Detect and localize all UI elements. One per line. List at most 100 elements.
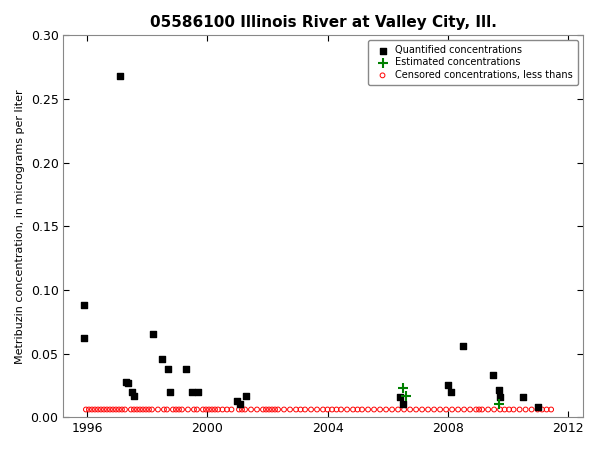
Censored concentrations, less thans [207, 406, 217, 413]
Censored concentrations, less thans [527, 406, 536, 413]
Censored concentrations, less thans [168, 406, 178, 413]
Censored concentrations, less thans [423, 406, 433, 413]
Censored concentrations, less thans [312, 406, 322, 413]
Censored concentrations, less thans [252, 406, 262, 413]
Censored concentrations, less thans [126, 406, 136, 413]
Censored concentrations, less thans [189, 406, 199, 413]
Censored concentrations, less thans [323, 406, 332, 413]
Censored concentrations, less thans [177, 406, 187, 413]
Censored concentrations, less thans [291, 406, 301, 413]
Censored concentrations, less thans [237, 406, 247, 413]
Estimated concentrations [494, 401, 503, 408]
Censored concentrations, less thans [399, 406, 409, 413]
Y-axis label: Metribuzin concentration, in micrograms per liter: Metribuzin concentration, in micrograms … [15, 89, 25, 364]
Censored concentrations, less thans [81, 406, 91, 413]
Censored concentrations, less thans [515, 406, 524, 413]
Censored concentrations, less thans [453, 406, 463, 413]
Censored concentrations, less thans [234, 406, 244, 413]
Censored concentrations, less thans [509, 406, 518, 413]
Censored concentrations, less thans [336, 406, 346, 413]
Quantified concentrations [122, 378, 131, 385]
Censored concentrations, less thans [96, 406, 106, 413]
Censored concentrations, less thans [174, 406, 184, 413]
Censored concentrations, less thans [138, 406, 148, 413]
Censored concentrations, less thans [240, 406, 250, 413]
Censored concentrations, less thans [459, 406, 469, 413]
Censored concentrations, less thans [114, 406, 124, 413]
Censored concentrations, less thans [369, 406, 379, 413]
Censored concentrations, less thans [342, 406, 352, 413]
Censored concentrations, less thans [264, 406, 274, 413]
Censored concentrations, less thans [393, 406, 403, 413]
Quantified concentrations [233, 397, 242, 404]
Quantified concentrations [158, 355, 167, 362]
Censored concentrations, less thans [192, 406, 202, 413]
Censored concentrations, less thans [538, 406, 547, 413]
Censored concentrations, less thans [273, 406, 283, 413]
Quantified concentrations [494, 387, 503, 394]
Censored concentrations, less thans [162, 406, 172, 413]
Censored concentrations, less thans [93, 406, 103, 413]
Censored concentrations, less thans [489, 406, 499, 413]
Censored concentrations, less thans [471, 406, 481, 413]
Censored concentrations, less thans [210, 406, 220, 413]
Quantified concentrations [129, 392, 139, 399]
Censored concentrations, less thans [204, 406, 214, 413]
Censored concentrations, less thans [306, 406, 316, 413]
Censored concentrations, less thans [246, 406, 256, 413]
Quantified concentrations [518, 393, 527, 400]
Censored concentrations, less thans [144, 406, 154, 413]
Quantified concentrations [188, 388, 197, 395]
Quantified concentrations [128, 388, 137, 395]
Censored concentrations, less thans [495, 406, 505, 413]
Quantified concentrations [80, 302, 89, 309]
Censored concentrations, less thans [327, 406, 337, 413]
Quantified concentrations [443, 382, 452, 389]
Quantified concentrations [149, 331, 158, 338]
Quantified concentrations [194, 388, 203, 395]
Censored concentrations, less thans [429, 406, 439, 413]
Censored concentrations, less thans [279, 406, 289, 413]
Censored concentrations, less thans [447, 406, 457, 413]
Censored concentrations, less thans [521, 406, 530, 413]
Censored concentrations, less thans [483, 406, 493, 413]
Quantified concentrations [182, 365, 191, 373]
Censored concentrations, less thans [261, 406, 271, 413]
Estimated concentrations [398, 384, 407, 392]
Censored concentrations, less thans [258, 406, 268, 413]
Estimated concentrations [401, 392, 410, 399]
Legend: Quantified concentrations, Estimated concentrations, Censored concentrations, le: Quantified concentrations, Estimated con… [368, 40, 578, 85]
Censored concentrations, less thans [533, 406, 542, 413]
Title: 05586100 Illinois River at Valley City, Ill.: 05586100 Illinois River at Valley City, … [149, 15, 496, 30]
Quantified concentrations [533, 403, 542, 410]
Quantified concentrations [236, 401, 245, 408]
Censored concentrations, less thans [222, 406, 232, 413]
Censored concentrations, less thans [267, 406, 277, 413]
Censored concentrations, less thans [227, 406, 236, 413]
Censored concentrations, less thans [111, 406, 121, 413]
Censored concentrations, less thans [332, 406, 341, 413]
Censored concentrations, less thans [135, 406, 145, 413]
Censored concentrations, less thans [99, 406, 109, 413]
Censored concentrations, less thans [198, 406, 208, 413]
Censored concentrations, less thans [504, 406, 514, 413]
Censored concentrations, less thans [547, 406, 556, 413]
Censored concentrations, less thans [285, 406, 295, 413]
Censored concentrations, less thans [363, 406, 373, 413]
Censored concentrations, less thans [183, 406, 193, 413]
Censored concentrations, less thans [318, 406, 328, 413]
Censored concentrations, less thans [348, 406, 358, 413]
Quantified concentrations [116, 72, 125, 80]
Quantified concentrations [398, 401, 407, 408]
Quantified concentrations [80, 335, 89, 342]
Censored concentrations, less thans [411, 406, 421, 413]
Censored concentrations, less thans [270, 406, 280, 413]
Censored concentrations, less thans [381, 406, 391, 413]
Censored concentrations, less thans [213, 406, 223, 413]
Censored concentrations, less thans [102, 406, 112, 413]
Quantified concentrations [395, 393, 404, 400]
Censored concentrations, less thans [129, 406, 139, 413]
Censored concentrations, less thans [108, 406, 118, 413]
Quantified concentrations [446, 388, 455, 395]
Censored concentrations, less thans [417, 406, 427, 413]
